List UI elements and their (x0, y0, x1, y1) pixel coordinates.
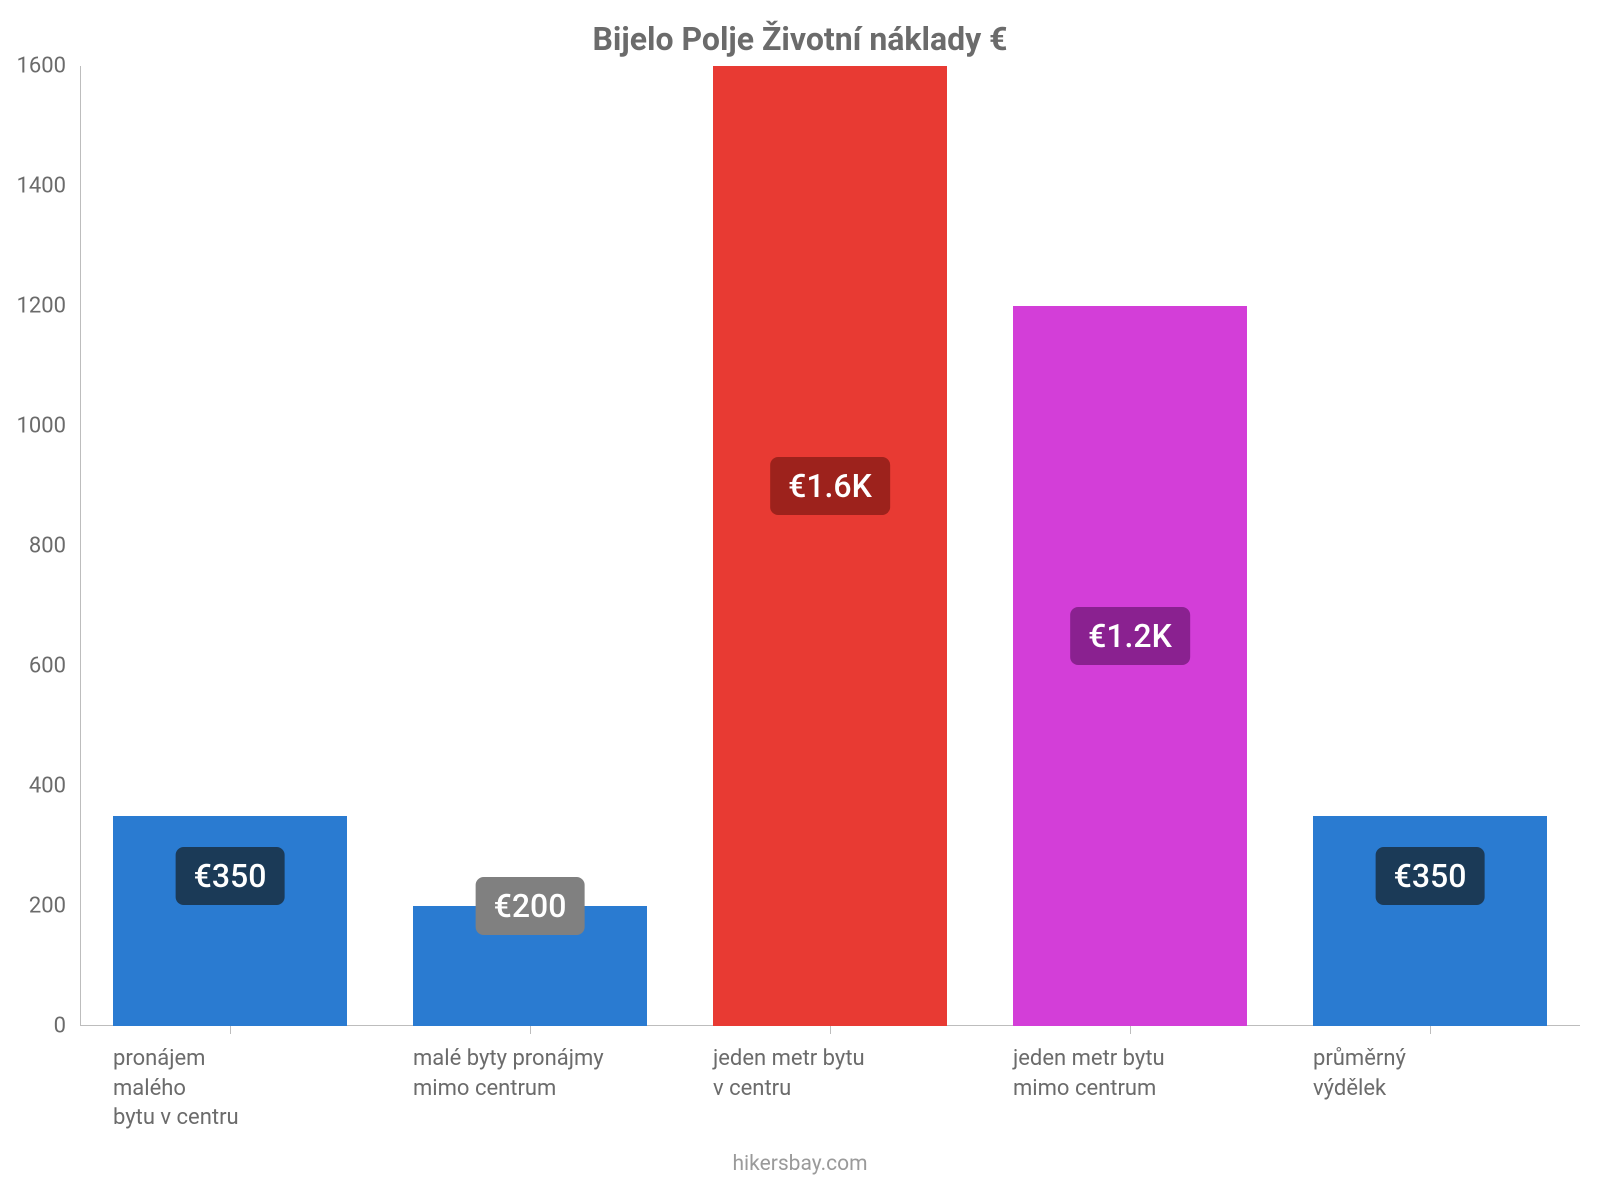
y-tick-label: 0 (54, 1014, 80, 1039)
attribution-text: hikersbay.com (0, 1152, 1600, 1176)
chart-title: Bijelo Polje Životní náklady € (0, 20, 1600, 58)
value-badge: €350 (176, 847, 285, 905)
value-badge: €350 (1376, 847, 1485, 905)
y-tick-label: 800 (29, 534, 80, 559)
x-tick-label: průměrnývýdělek (1313, 1026, 1547, 1103)
y-tick-label: 1000 (17, 414, 80, 439)
x-tick-label: jeden metr bytuv centru (713, 1026, 947, 1103)
bar (713, 66, 947, 1026)
y-tick-label: 600 (29, 654, 80, 679)
x-tick-label: pronájemmaléhobytu v centru (113, 1026, 347, 1133)
value-badge: €1.6K (770, 457, 890, 515)
y-tick-label: 1600 (17, 54, 80, 79)
y-axis (80, 66, 81, 1026)
x-tick-label: jeden metr bytumimo centrum (1013, 1026, 1247, 1103)
plot-area: 02004006008001000120014001600€350pronáje… (80, 66, 1580, 1026)
chart-container: Bijelo Polje Životní náklady € 020040060… (0, 0, 1600, 1200)
bar (1013, 306, 1247, 1026)
y-tick-label: 1200 (17, 294, 80, 319)
value-badge: €200 (476, 877, 585, 935)
y-tick-label: 400 (29, 774, 80, 799)
x-tick-label: malé byty pronájmymimo centrum (413, 1026, 647, 1103)
value-badge: €1.2K (1070, 607, 1190, 665)
y-tick-label: 200 (29, 894, 80, 919)
y-tick-label: 1400 (17, 174, 80, 199)
